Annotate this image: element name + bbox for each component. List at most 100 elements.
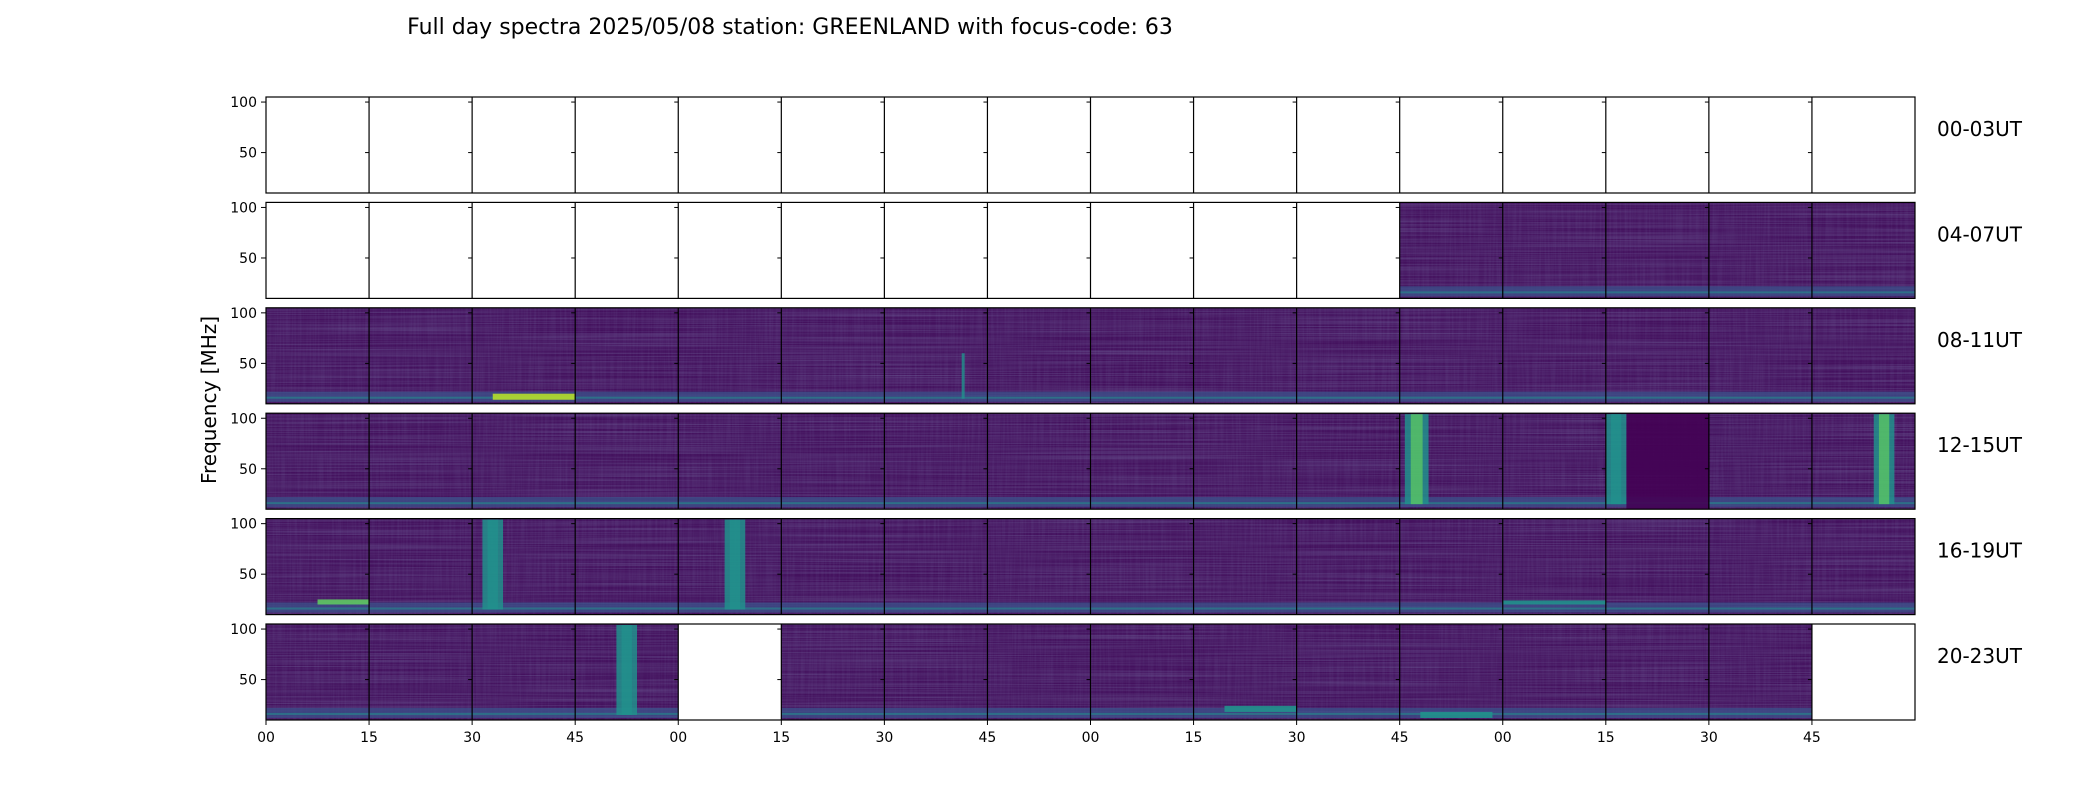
low-freq-band <box>369 707 473 718</box>
empty-panel <box>369 202 473 299</box>
spectrum-texture-vertical <box>1296 413 1400 510</box>
spectrum-texture-vertical <box>1090 413 1194 510</box>
empty-panel <box>678 202 782 299</box>
spectrum-texture-vertical <box>1296 624 1400 720</box>
spectra-panels <box>265 96 1916 721</box>
empty-panel <box>678 97 782 193</box>
low-freq-line <box>266 712 370 715</box>
x-axis-ticks: 00 15 30 45 00 15 30 45 00 15 30 45 00 15 30 45 <box>257 720 1821 746</box>
low-freq-band <box>987 497 1091 508</box>
emission-line <box>1224 705 1297 712</box>
empty-panel <box>781 202 885 299</box>
spectrum-texture-vertical <box>884 413 988 510</box>
spectrum-texture-vertical <box>781 307 885 404</box>
y-tick-label: 50 <box>239 251 257 267</box>
spectrum-texture-vertical <box>266 518 370 615</box>
spectrum-texture-vertical <box>678 307 782 404</box>
low-freq-line <box>472 502 576 505</box>
spectrum-texture-vertical <box>1090 518 1194 615</box>
y-tick-label: 50 <box>239 673 257 689</box>
low-freq-line <box>781 607 885 610</box>
low-freq-line <box>1193 607 1297 610</box>
y-tick-label: 50 <box>239 462 257 478</box>
low-freq-line <box>1502 607 1606 610</box>
empty-panel <box>266 202 370 299</box>
x-tick-label: 00 <box>257 730 275 746</box>
spectrum-texture-vertical <box>1502 202 1606 299</box>
low-freq-line <box>781 712 885 715</box>
low-freq-band <box>1090 497 1194 508</box>
spectra-row-5 <box>265 623 1916 721</box>
row-labels: 00-03UT 04-07UT 08-11UT 12-15UT 16-19UT 20-23… <box>1937 117 2023 668</box>
low-freq-line <box>369 607 473 610</box>
spectrum-texture-vertical <box>884 518 988 615</box>
spectra-row-0 <box>265 96 1916 194</box>
spectrum-texture-vertical <box>575 518 679 615</box>
spectrum-texture-vertical <box>987 307 1091 404</box>
spectrum-texture-vertical <box>678 413 782 510</box>
low-freq-band <box>1811 286 1915 297</box>
broadband-burst-core <box>621 625 632 715</box>
low-freq-band <box>1502 497 1606 508</box>
row-label-2: 08-11UT <box>1937 328 2023 352</box>
x-tick-label: 15 <box>360 730 378 746</box>
low-freq-line <box>472 607 576 610</box>
empty-panel <box>575 202 679 299</box>
spectrum-texture-vertical <box>266 413 370 510</box>
low-freq-band <box>266 497 370 508</box>
spectrum-texture-vertical <box>1708 518 1812 615</box>
empty-panel <box>1296 202 1400 299</box>
low-freq-line <box>1502 502 1606 505</box>
low-freq-band <box>884 707 988 718</box>
spectrum-texture-vertical <box>1811 307 1915 404</box>
x-tick-label: 00 <box>1082 730 1100 746</box>
spectrum-texture-vertical <box>1502 307 1606 404</box>
y-tick-label: 50 <box>239 146 257 162</box>
low-freq-line <box>1090 502 1194 505</box>
emission-line <box>1420 711 1493 718</box>
empty-panel <box>575 97 679 193</box>
low-freq-line <box>1605 396 1709 399</box>
spectrum-texture-vertical <box>575 413 679 510</box>
low-freq-band <box>884 497 988 508</box>
spectrum-texture-vertical <box>1296 307 1400 404</box>
row-label-0: 00-03UT <box>1937 117 2023 141</box>
empty-panel <box>1502 97 1606 193</box>
spectrum-texture-vertical <box>987 624 1091 720</box>
empty-panel <box>1811 97 1915 193</box>
spectrum-texture-vertical <box>1605 518 1709 615</box>
spectrum-texture-vertical <box>1502 413 1606 510</box>
low-freq-band <box>1193 707 1297 718</box>
low-freq-band <box>781 707 885 718</box>
empty-panel <box>884 202 988 299</box>
row-frame <box>265 96 1916 194</box>
row-frame <box>265 412 1916 510</box>
y-axis-ticks: 50 100 50 100 50 100 50 100 50 100 50 100 <box>230 95 266 689</box>
low-freq-line <box>575 502 679 505</box>
empty-panel <box>884 97 988 193</box>
low-freq-line <box>1399 607 1503 610</box>
emission-line <box>317 599 370 605</box>
row-label-3: 12-15UT <box>1937 433 2023 457</box>
row-frame <box>265 201 1916 299</box>
empty-panel <box>987 97 1091 193</box>
spectrum-texture-vertical <box>1193 413 1297 510</box>
y-tick-label: 50 <box>239 567 257 583</box>
low-freq-line <box>1708 502 1812 505</box>
spectrum-texture-vertical <box>1502 624 1606 720</box>
row-label-1: 04-07UT <box>1937 222 2023 246</box>
spectrum-texture-vertical <box>1708 307 1812 404</box>
low-freq-band <box>1502 286 1606 297</box>
empty-panel <box>1193 97 1297 193</box>
low-freq-line <box>1811 291 1915 294</box>
broadband-burst-core <box>1878 414 1890 505</box>
low-freq-line <box>472 712 576 715</box>
low-freq-band <box>1399 497 1503 508</box>
spectrum-texture-vertical <box>1811 413 1915 510</box>
low-freq-line <box>575 396 679 399</box>
low-freq-band <box>1399 286 1503 297</box>
low-freq-line <box>1090 607 1194 610</box>
empty-panel <box>1605 97 1709 193</box>
spectrum-texture-vertical <box>266 624 370 720</box>
spectrum-texture-vertical <box>1193 307 1297 404</box>
